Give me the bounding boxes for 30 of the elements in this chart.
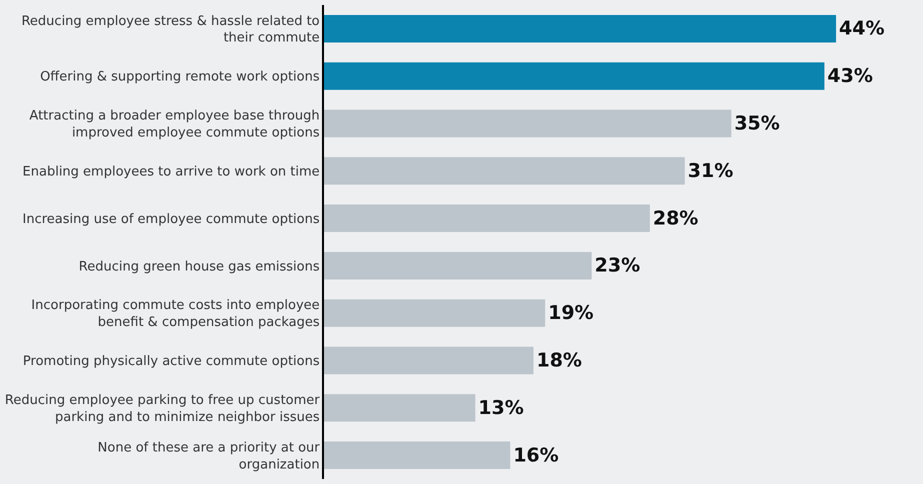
bar xyxy=(324,157,685,185)
bar xyxy=(324,442,510,470)
data-label: 16% xyxy=(513,444,559,466)
bar xyxy=(324,394,476,422)
data-label: 18% xyxy=(536,350,582,372)
y-tick-label: Reducing green house gas emissions xyxy=(78,259,320,274)
bar xyxy=(324,346,534,374)
data-label: 19% xyxy=(548,302,594,324)
bar xyxy=(324,110,732,138)
data-label: 28% xyxy=(652,207,698,230)
data-label: 13% xyxy=(478,396,524,419)
y-tick-label: Enabling employees to arrive to work on time xyxy=(22,164,320,180)
data-label: 44% xyxy=(839,18,885,40)
y-tick-label: Reducing employee stress & hassle related to their commute xyxy=(21,14,320,46)
data-label: 23% xyxy=(594,254,640,277)
bar xyxy=(324,62,824,90)
y-tick-label: Increasing use of employee commute options xyxy=(22,212,320,227)
y-tick-label: None of these are a priority at our organization xyxy=(98,440,320,472)
data-label: 31% xyxy=(688,160,734,182)
bar xyxy=(324,299,546,327)
y-tick-label: Attracting a broader employee base through improved employee commute options xyxy=(29,108,320,140)
y-tick-label: Promoting physically active commute options xyxy=(22,354,320,370)
y-tick-label: Incorporating commute costs into employee benefit & compensation packages xyxy=(31,298,320,330)
y-tick-label: Reducing employee parking to free up customer parking and to minimize neighbor issues xyxy=(4,393,320,425)
data-label: 43% xyxy=(827,65,873,88)
data-label: 35% xyxy=(734,112,780,134)
bar xyxy=(324,204,650,232)
bar xyxy=(324,252,592,280)
y-tick-label: Offering & supporting remote work options xyxy=(40,70,320,85)
bar xyxy=(324,14,836,42)
